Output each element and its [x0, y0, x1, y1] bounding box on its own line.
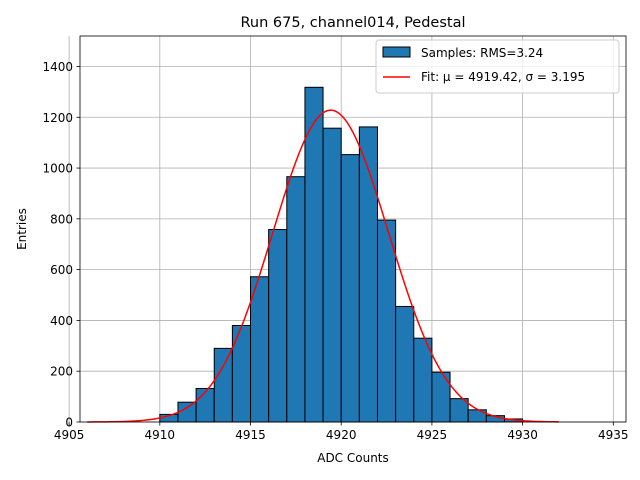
y-axis-ticks: 0 200 400 600 800 1000 1200 1400 [42, 60, 80, 430]
histogram-bar [177, 401, 197, 423]
y-tick-label: 200 [50, 365, 73, 379]
y-tick-label: 400 [50, 314, 73, 328]
histogram-bar [195, 387, 215, 423]
histogram-bar [376, 219, 397, 423]
legend-label-samples: Samples: RMS=3.24 [421, 46, 543, 60]
histogram-bars [159, 86, 524, 423]
legend-box [375, 39, 620, 94]
y-tick-label: 1200 [42, 111, 73, 125]
histogram-bar [304, 86, 324, 423]
x-tick-label: 4915 [235, 428, 266, 442]
chart-title: Run 675, channel014, Pedestal [240, 15, 465, 31]
legend: Samples: RMS=3.24 Fit: μ = 4919.42, σ = … [375, 39, 620, 94]
x-tick-label: 4925 [417, 428, 448, 442]
x-tick-label: 4905 [54, 428, 85, 442]
y-axis-label: Entries [15, 208, 29, 250]
histogram-bar [413, 337, 433, 423]
histogram-bar [250, 276, 270, 423]
x-tick-label: 4930 [507, 428, 538, 442]
x-tick-label: 4910 [145, 428, 176, 442]
y-tick-label: 1000 [42, 162, 73, 176]
histogram-bar [231, 325, 252, 423]
plot-frame [79, 35, 627, 423]
legend-swatch-samples [382, 46, 411, 58]
y-tick-label: 0 [65, 416, 73, 430]
fit-curve [87, 109, 559, 423]
legend-label-fit: Fit: μ = 4919.42, σ = 3.195 [421, 70, 585, 84]
y-tick-label: 600 [50, 263, 73, 277]
histogram-bar [322, 127, 342, 423]
x-tick-label: 4920 [326, 428, 357, 442]
histogram-bar [286, 176, 306, 423]
histogram-bar [268, 229, 288, 423]
histogram-bar [213, 347, 233, 423]
y-tick-label: 800 [50, 212, 73, 226]
histogram-bar [340, 154, 360, 423]
x-tick-label: 4935 [598, 428, 629, 442]
x-axis-label: ADC Counts [317, 451, 389, 465]
y-tick-label: 1400 [42, 60, 73, 74]
histogram-bar [395, 305, 415, 423]
histogram-bar [449, 398, 469, 423]
x-axis-ticks: 4905 4910 4915 4920 4925 4930 4935 [54, 422, 629, 442]
